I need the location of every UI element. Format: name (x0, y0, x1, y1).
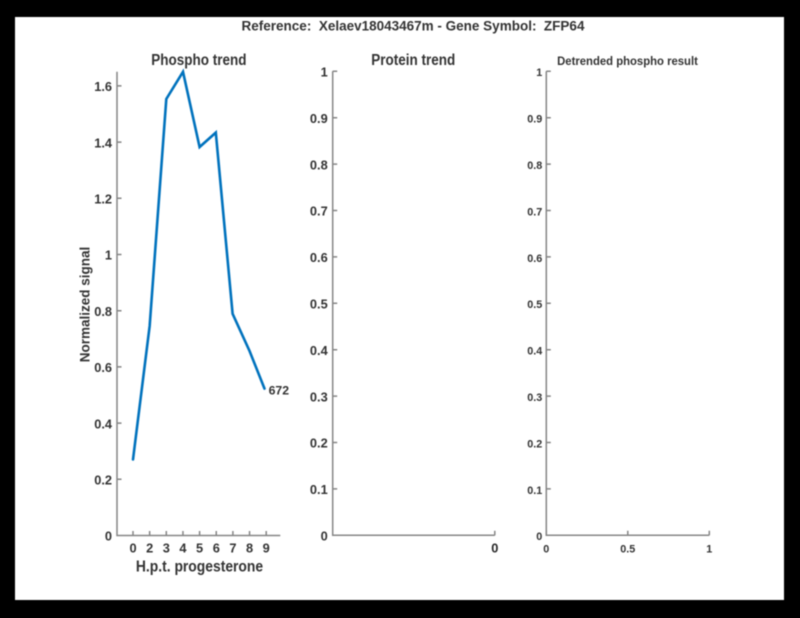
svg-text:0.7: 0.7 (527, 206, 542, 218)
svg-text:1: 1 (706, 543, 712, 555)
svg-text:0.3: 0.3 (310, 389, 328, 404)
svg-text:0.2: 0.2 (310, 436, 328, 451)
svg-text:0.7: 0.7 (310, 204, 328, 219)
svg-text:0.1: 0.1 (310, 482, 328, 497)
svg-text:0: 0 (105, 529, 112, 544)
svg-text:1.6: 1.6 (94, 79, 112, 94)
svg-text:7: 7 (229, 540, 236, 555)
svg-text:0.6: 0.6 (310, 250, 328, 265)
svg-text:0.5: 0.5 (620, 543, 635, 555)
svg-text:Protein trend: Protein trend (371, 52, 455, 69)
svg-text:Reference: Xelaev18043467m -: Reference: Xelaev18043467m - Gene Symbol… (242, 18, 585, 33)
svg-text:2: 2 (146, 540, 153, 555)
svg-text:1: 1 (536, 67, 542, 79)
svg-text:0.6: 0.6 (94, 360, 112, 375)
svg-text:4: 4 (179, 540, 187, 555)
svg-text:5: 5 (196, 540, 203, 555)
svg-text:0.8: 0.8 (94, 304, 112, 319)
svg-text:0.2: 0.2 (94, 473, 112, 488)
svg-text:1.2: 1.2 (94, 192, 112, 207)
svg-text:Phospho trend: Phospho trend (151, 52, 246, 69)
svg-text:1.4: 1.4 (94, 135, 113, 150)
svg-text:0: 0 (321, 529, 328, 544)
svg-text:672: 672 (269, 383, 290, 397)
svg-text:Detrended phospho result: Detrended phospho result (557, 56, 698, 68)
svg-text:3: 3 (163, 540, 170, 555)
svg-text:Normalized signal: Normalized signal (77, 247, 92, 363)
svg-text:0: 0 (129, 540, 136, 555)
svg-text:8: 8 (246, 540, 253, 555)
svg-text:0.5: 0.5 (527, 299, 542, 311)
svg-text:1: 1 (321, 65, 328, 80)
svg-text:0.5: 0.5 (310, 297, 328, 312)
svg-text:6: 6 (213, 540, 220, 555)
svg-text:1: 1 (105, 248, 112, 263)
svg-text:0.4: 0.4 (527, 346, 542, 358)
svg-text:0.1: 0.1 (527, 485, 542, 497)
svg-text:0.8: 0.8 (527, 160, 542, 172)
svg-text:0.4: 0.4 (94, 416, 113, 431)
svg-text:0.9: 0.9 (527, 114, 542, 126)
svg-text:0.2: 0.2 (527, 438, 542, 450)
svg-text:0.6: 0.6 (527, 253, 542, 265)
svg-text:H.p.t. progesterone: H.p.t. progesterone (136, 557, 263, 575)
svg-text:0.3: 0.3 (527, 392, 542, 404)
svg-text:0.9: 0.9 (310, 111, 328, 126)
svg-text:0: 0 (536, 531, 542, 543)
svg-text:0.8: 0.8 (310, 157, 328, 172)
svg-text:0.4: 0.4 (310, 343, 329, 358)
svg-text:0: 0 (543, 543, 549, 555)
svg-text:9: 9 (263, 540, 270, 555)
svg-text:0: 0 (491, 540, 498, 555)
